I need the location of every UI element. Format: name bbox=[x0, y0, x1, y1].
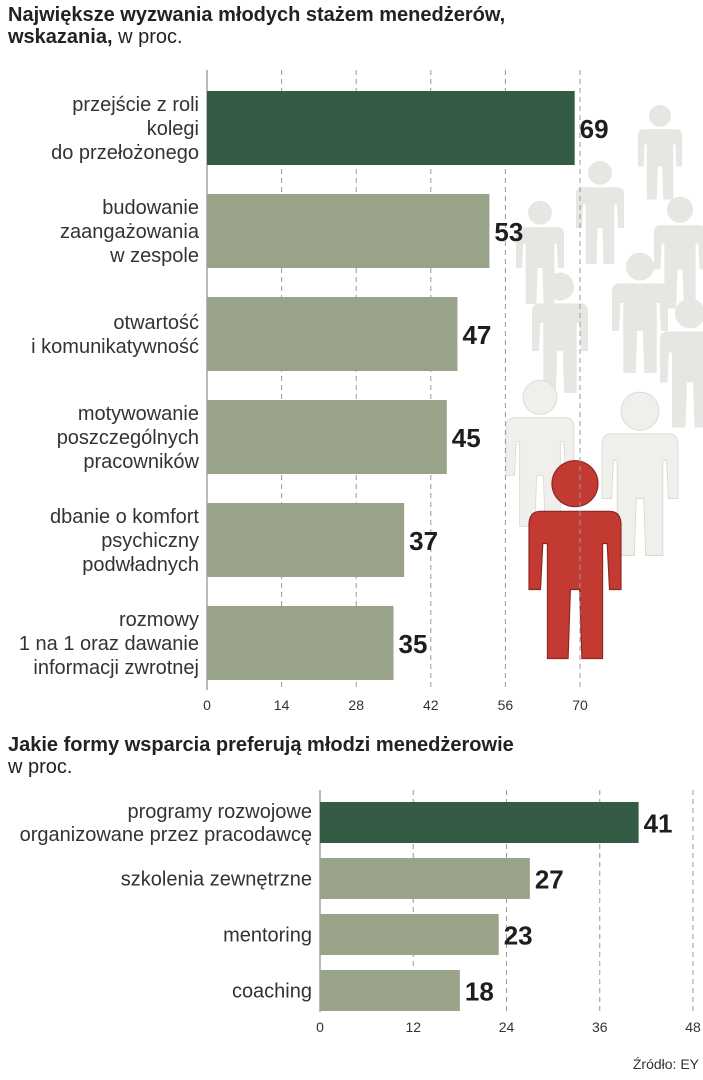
chart1-tick-label: 14 bbox=[274, 697, 290, 713]
chart1-category-label: zaangażowania bbox=[60, 221, 200, 243]
chart2-bar bbox=[320, 914, 499, 955]
chart1-category-label: otwartość bbox=[113, 312, 199, 334]
chart1-tick-label: 0 bbox=[203, 697, 211, 713]
chart1-category-label: informacji zwrotnej bbox=[33, 657, 199, 679]
chart1-tick-label: 56 bbox=[498, 697, 514, 713]
chart2-tick-label: 24 bbox=[499, 1019, 515, 1035]
chart2-bar bbox=[320, 970, 460, 1011]
chart1-grid bbox=[206, 70, 581, 690]
chart2-value-label: 41 bbox=[644, 809, 673, 839]
chart2-subtitle: w proc. bbox=[8, 756, 73, 778]
chart2-value-label: 23 bbox=[504, 921, 533, 951]
chart2-value-label: 18 bbox=[465, 977, 494, 1007]
chart1-category-label: pracowników bbox=[83, 451, 199, 473]
chart1-value-label: 47 bbox=[462, 320, 491, 350]
chart2-tick-label: 36 bbox=[592, 1019, 608, 1035]
chart2-category-label: mentoring bbox=[223, 925, 312, 947]
chart1-value-label: 35 bbox=[399, 629, 428, 659]
chart1-category-label: kolegi bbox=[147, 118, 199, 140]
chart1-category-label: podwładnych bbox=[82, 554, 199, 576]
chart1-category-label: do przełożonego bbox=[51, 142, 199, 164]
chart1-title-line1: Największe wyzwania młodych stażem mened… bbox=[8, 4, 506, 26]
chart1-category-label: przejście z roli bbox=[72, 94, 199, 116]
chart1-tick-label: 28 bbox=[348, 697, 364, 713]
chart2-grid bbox=[319, 790, 694, 1012]
source-note: Źródło: EY bbox=[632, 1056, 699, 1072]
chart1-bar bbox=[207, 606, 394, 680]
chart1-bar bbox=[207, 297, 458, 371]
chart2-category-label: organizowane przez pracodawcę bbox=[20, 824, 312, 846]
chart1-title-line2-bold: wskazania, bbox=[8, 26, 113, 48]
chart1-tick-label: 42 bbox=[423, 697, 439, 713]
chart2-category-label: szkolenia zewnętrzne bbox=[121, 869, 312, 891]
chart1-value-label: 53 bbox=[494, 217, 523, 247]
chart2-tick-label: 48 bbox=[685, 1019, 701, 1035]
chart1-title: Największe wyzwania młodych stażem mened… bbox=[8, 4, 505, 48]
chart1-bar bbox=[207, 91, 575, 165]
chart1-title-line2-regular: w proc. bbox=[112, 26, 183, 48]
chart1-bar bbox=[207, 400, 447, 474]
chart1-category-label: poszczególnych bbox=[57, 427, 199, 449]
chart1-category-label: w zespole bbox=[109, 245, 199, 267]
chart1-category-label: dbanie o komfort bbox=[50, 506, 199, 528]
chart1-bar bbox=[207, 503, 405, 577]
chart1-tick-label: 70 bbox=[572, 697, 588, 713]
chart1-category-label: budowanie bbox=[102, 197, 199, 219]
chart2-title-text: Jakie formy wsparcia preferują młodzi me… bbox=[8, 734, 514, 756]
chart1-category-label: motywowanie bbox=[78, 403, 199, 425]
chart2-title: Jakie formy wsparcia preferują młodzi me… bbox=[8, 734, 514, 778]
chart2-value-label: 27 bbox=[535, 865, 564, 895]
chart1-value-label: 37 bbox=[409, 526, 438, 556]
chart2-tick-label: 12 bbox=[405, 1019, 421, 1035]
chart1-category-label: rozmowy bbox=[119, 609, 199, 631]
chart1-value-label: 45 bbox=[452, 423, 481, 453]
chart1-category-label: psychiczny bbox=[101, 530, 199, 552]
chart1-value-label: 69 bbox=[580, 114, 609, 144]
chart2-category-label: coaching bbox=[232, 981, 312, 1003]
chart2-bar bbox=[320, 858, 530, 899]
chart2-bar bbox=[320, 802, 639, 843]
chart1-bar bbox=[207, 194, 490, 268]
chart2-category-label: programy rozwojowe bbox=[127, 801, 312, 823]
chart1-category-label: 1 na 1 oraz dawanie bbox=[19, 633, 199, 655]
chart1-category-label: i komunikatywność bbox=[31, 336, 199, 358]
chart2-tick-label: 0 bbox=[316, 1019, 324, 1035]
